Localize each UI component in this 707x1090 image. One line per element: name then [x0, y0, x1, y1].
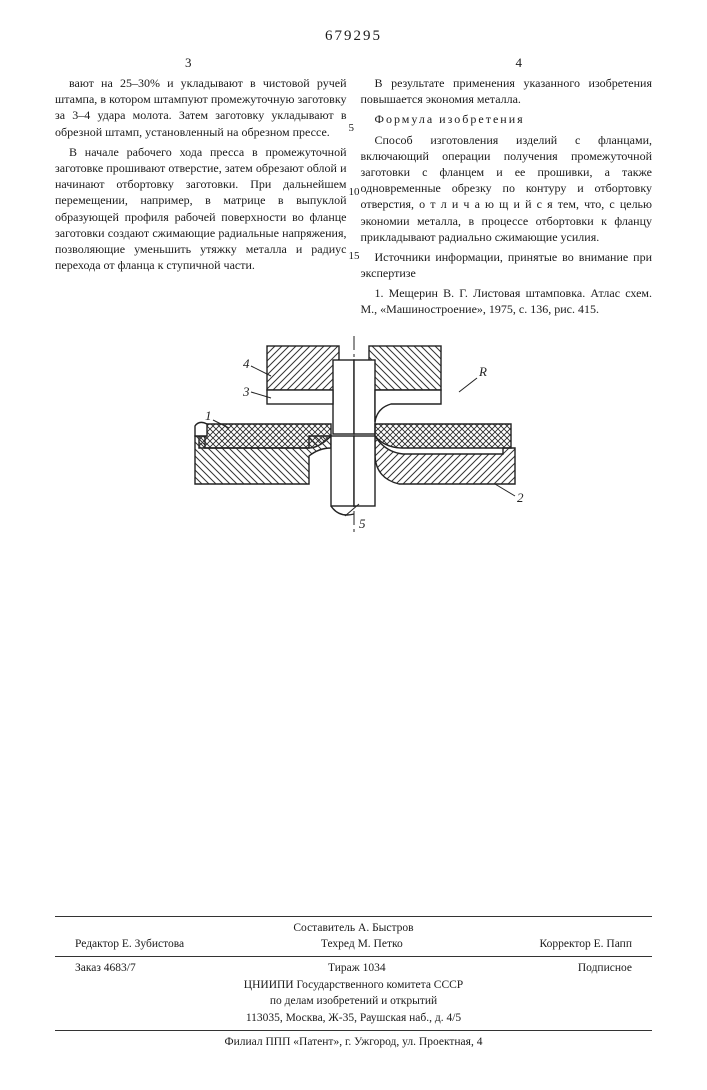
text-columns: вают на 25–30% и укладывают в чистовой р… — [55, 75, 652, 322]
branch-line: Филиал ППП «Патент», г. Ужгород, ул. Про… — [55, 1034, 652, 1051]
left-para-1: вают на 25–30% и укладывают в чистовой р… — [55, 75, 347, 140]
credits-row: Редактор Е. Зубистова Техред М. Петко Ко… — [55, 936, 652, 953]
formula-heading: Формула изобретения — [361, 111, 653, 127]
print-row: Заказ 4683/7 Тираж 1034 Подписное — [55, 960, 652, 977]
order-number: Заказ 4683/7 — [75, 960, 136, 977]
address-line: 113035, Москва, Ж-35, Раушская наб., д. … — [55, 1010, 652, 1027]
column-numbers: 3 4 — [55, 55, 652, 71]
line-marker: 5 — [349, 121, 355, 136]
col-num-left: 3 — [185, 55, 192, 71]
right-para-1: В результате применения указанного изобр… — [361, 75, 653, 107]
compiler-line: Составитель А. Быстров — [55, 920, 652, 937]
callout-5: 5 — [359, 516, 366, 531]
line-marker: 15 — [349, 249, 360, 264]
podpisnoe: Подписное — [578, 960, 632, 977]
right-para-4: 1. Мещерин В. Г. Листовая штамповка. Атл… — [361, 285, 653, 317]
col-num-right: 4 — [516, 55, 523, 71]
right-column: 5 10 15 В результате применения указанно… — [361, 75, 653, 322]
left-para-2: В начале рабочего хода пресса в промежут… — [55, 144, 347, 274]
org-line-2: по делам изобретений и открытий — [55, 993, 652, 1010]
corrector: Корректор Е. Папп — [540, 936, 632, 953]
callout-4: 4 — [243, 356, 250, 371]
right-para-3: Источники информации, принятые во вниман… — [361, 249, 653, 281]
callout-1: 1 — [205, 408, 212, 423]
techred: Техред М. Петко — [321, 936, 403, 953]
callout-3: 3 — [242, 384, 250, 399]
patent-figure: 4 3 1 5 2 R — [159, 336, 549, 536]
tirazh: Тираж 1034 — [328, 960, 386, 977]
right-para-2: Способ изготовления изделий с фланцами, … — [361, 132, 653, 245]
callout-2: 2 — [517, 490, 524, 505]
editor: Редактор Е. Зубистова — [75, 936, 184, 953]
org-line-1: ЦНИИПИ Государственного комитета СССР — [55, 977, 652, 994]
patent-page: 679295 3 4 вают на 25–30% и укладывают в… — [0, 0, 707, 1090]
left-column: вают на 25–30% и укладывают в чистовой р… — [55, 75, 347, 322]
document-number: 679295 — [55, 28, 652, 45]
callout-R: R — [478, 364, 487, 379]
imprint-footer: Составитель А. Быстров Редактор Е. Зубис… — [55, 916, 652, 1051]
line-marker: 10 — [349, 185, 360, 200]
